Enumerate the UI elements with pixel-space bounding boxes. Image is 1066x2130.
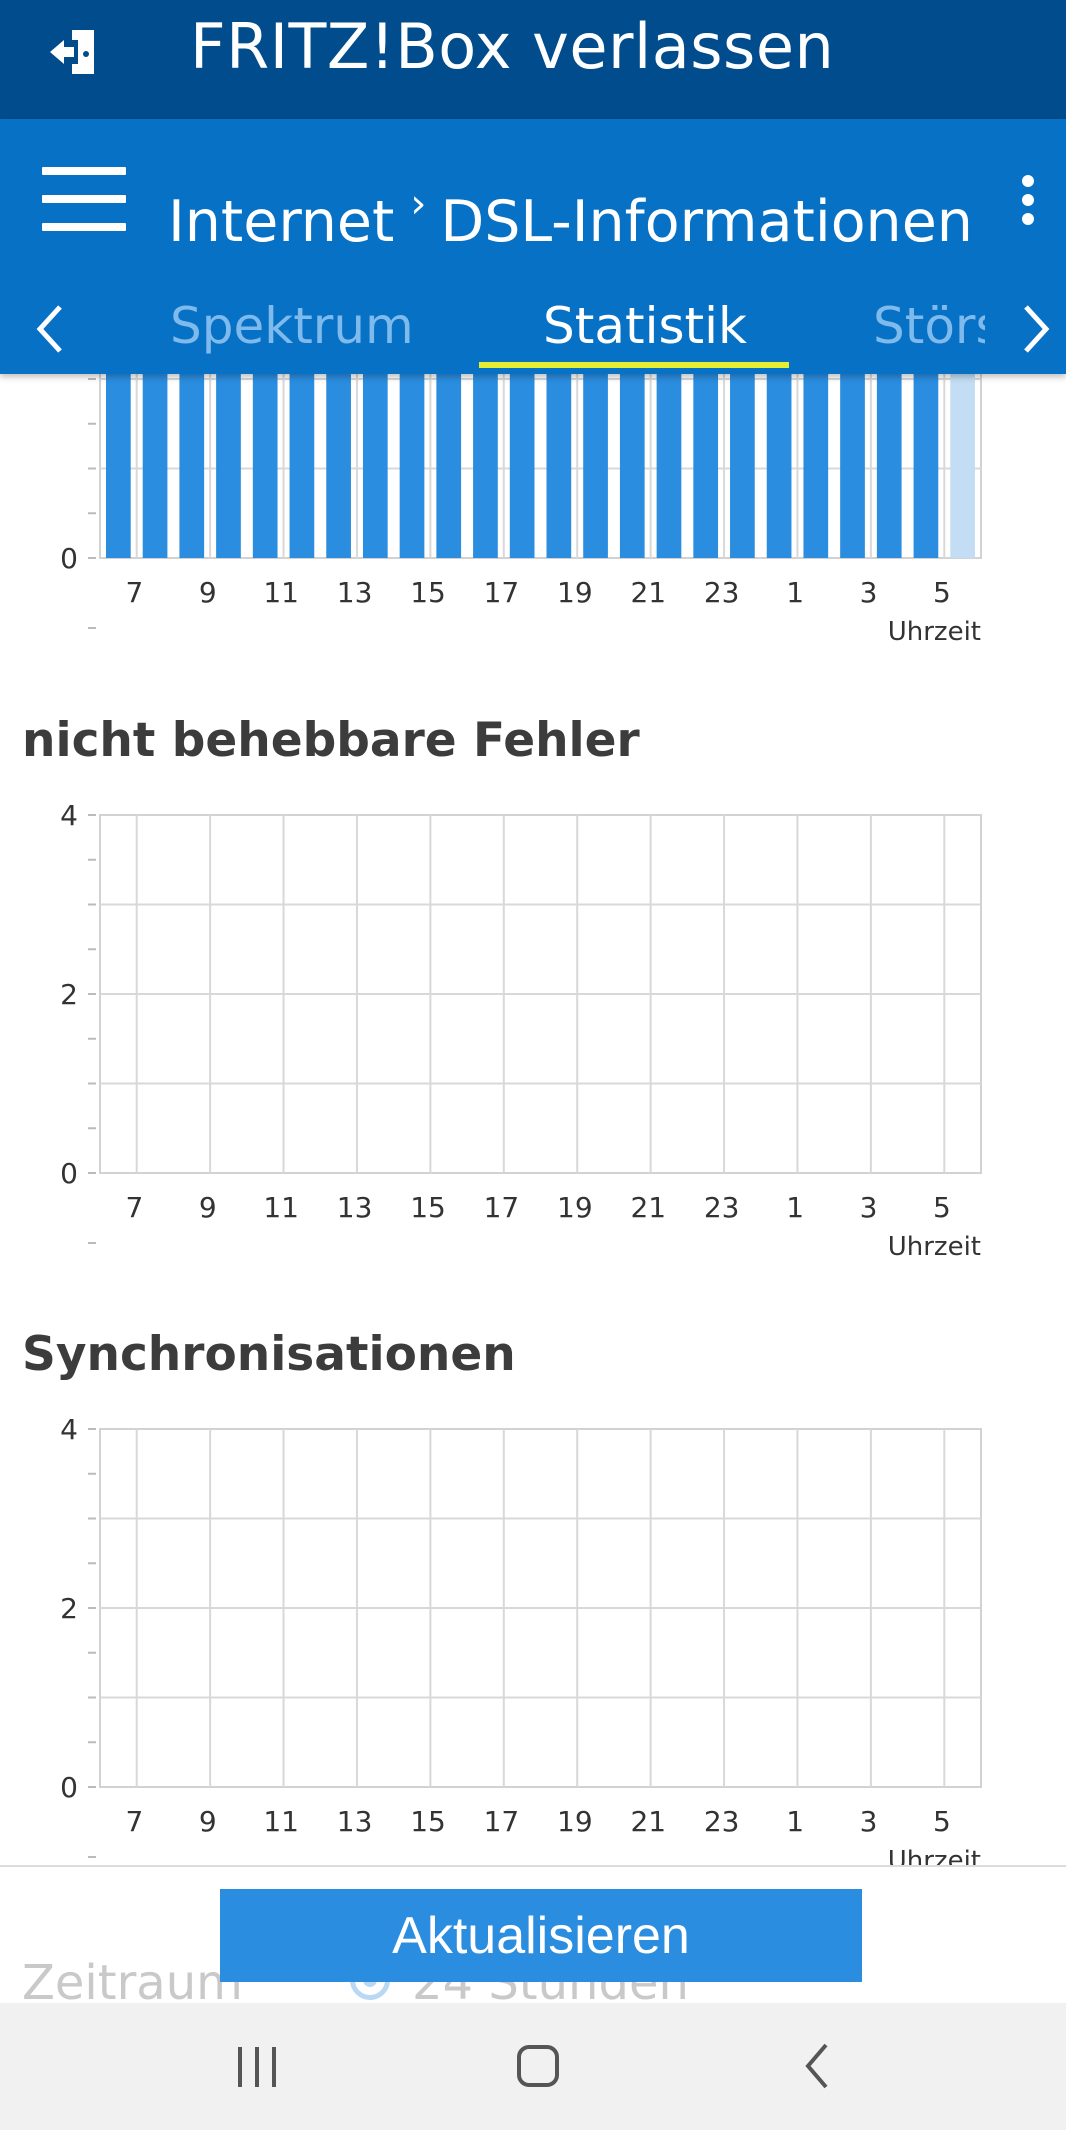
x-tick-label: 19 xyxy=(557,576,593,609)
y-tick-label: 2 xyxy=(60,1592,78,1625)
x-tick-label: 21 xyxy=(630,576,666,609)
x-tick-label: 11 xyxy=(263,1191,299,1224)
x-tick-label: 3 xyxy=(860,576,878,609)
breadcrumb-separator-icon: › xyxy=(410,181,427,227)
x-tick-label: 5 xyxy=(933,1805,951,1838)
x-tick-label: 19 xyxy=(557,1805,593,1838)
section-title-synchronisationen: Synchronisationen xyxy=(22,1327,516,1382)
hamburger-menu-icon[interactable] xyxy=(42,167,126,237)
x-tick-label: 5 xyxy=(933,1191,951,1224)
x-axis-unit-label: Uhrzeit xyxy=(888,1232,981,1262)
breadcrumb-dsl-informationen: DSL-Informationen xyxy=(440,189,973,255)
recent-apps-icon[interactable] xyxy=(234,2045,280,2089)
leave-fritzbox-link[interactable]: FRITZ!Box verlassen xyxy=(190,10,835,83)
back-icon[interactable] xyxy=(802,2041,834,2091)
x-tick-label: 7 xyxy=(125,1805,143,1838)
x-tick-label: 19 xyxy=(557,1191,593,1224)
tab-stoersicherheit[interactable]: Störs xyxy=(873,297,985,355)
x-axis-unit-label: Uhrzeit xyxy=(888,617,981,647)
tab-spektrum[interactable]: Spektrum xyxy=(170,297,414,355)
x-tick-label: 23 xyxy=(704,576,740,609)
x-tick-label: 13 xyxy=(337,576,373,609)
x-tick-label: 9 xyxy=(199,576,217,609)
y-tick-label: 4 xyxy=(60,1413,78,1446)
x-tick-label: 3 xyxy=(860,1191,878,1224)
x-tick-label: 9 xyxy=(199,1191,217,1224)
y-tick-label: 4 xyxy=(60,799,78,832)
x-tick-label: 13 xyxy=(337,1191,373,1224)
y-tick-label: 0 xyxy=(60,1157,78,1190)
system-navigation-bar xyxy=(0,2003,1066,2130)
x-tick-label: 1 xyxy=(786,576,804,609)
x-tick-label: 15 xyxy=(410,576,446,609)
x-tick-label: 17 xyxy=(484,1191,520,1224)
aktualisieren-button[interactable]: Aktualisieren xyxy=(220,1889,862,1982)
x-tick-label: 17 xyxy=(484,1805,520,1838)
breadcrumb-internet[interactable]: Internet xyxy=(168,189,395,255)
x-tick-label: 23 xyxy=(704,1805,740,1838)
kebab-menu-icon[interactable] xyxy=(1018,175,1038,225)
active-tab-indicator xyxy=(479,362,789,368)
y-tick-label: 2 xyxy=(60,978,78,1011)
x-tick-label: 15 xyxy=(410,1805,446,1838)
x-tick-label: 11 xyxy=(263,1805,299,1838)
tab-statistik[interactable]: Statistik xyxy=(543,297,747,355)
zeitraum-label: Zeitraum xyxy=(22,1955,243,2011)
x-tick-label: 1 xyxy=(786,1191,804,1224)
x-tick-label: 15 xyxy=(410,1191,446,1224)
exit-door-icon[interactable] xyxy=(46,24,102,80)
x-tick-label: 5 xyxy=(933,576,951,609)
tab-scroll-right-icon[interactable] xyxy=(1016,299,1056,359)
x-tick-label: 13 xyxy=(337,1805,373,1838)
y-tick-label: 0 xyxy=(60,1771,78,1804)
x-tick-label: 21 xyxy=(630,1191,666,1224)
x-tick-label: 7 xyxy=(125,1191,143,1224)
tab-scroll-left-icon[interactable] xyxy=(30,299,70,359)
x-tick-label: 7 xyxy=(125,576,143,609)
navigation-bar: Internet › DSL-Informationen Spektrum Stat… xyxy=(0,119,1066,374)
x-tick-label: 1 xyxy=(786,1805,804,1838)
breadcrumb: Internet › DSL-Informationen xyxy=(168,181,973,255)
y-tick-label: 0 xyxy=(60,542,78,575)
x-tick-label: 3 xyxy=(860,1805,878,1838)
section-title-nicht-behebbare-fehler: nicht behebbare Fehler xyxy=(22,713,640,768)
home-icon[interactable] xyxy=(515,2043,561,2089)
top-bar: FRITZ!Box verlassen xyxy=(0,0,1066,119)
x-tick-label: 21 xyxy=(630,1805,666,1838)
x-tick-label: 11 xyxy=(263,576,299,609)
x-tick-label: 9 xyxy=(199,1805,217,1838)
x-tick-label: 23 xyxy=(704,1191,740,1224)
x-tick-label: 17 xyxy=(484,576,520,609)
